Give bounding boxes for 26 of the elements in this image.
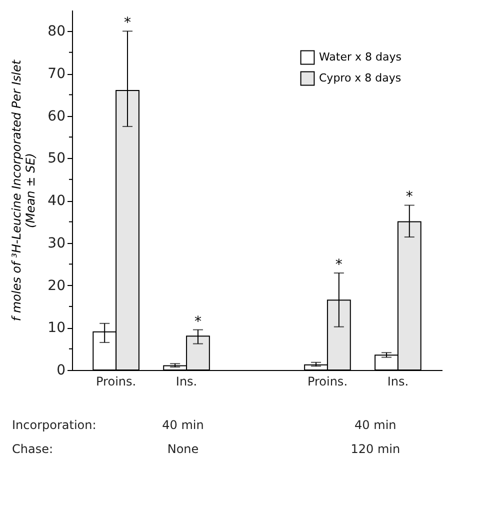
annotation: *	[335, 257, 342, 274]
text: 40 min	[162, 418, 204, 432]
text: None	[167, 442, 199, 456]
y-tick-label: 10	[48, 320, 66, 336]
y-tick-label: 80	[48, 24, 66, 40]
y-tick-label: 50	[48, 150, 66, 167]
text: 120 min	[350, 442, 400, 456]
legend-label: Water x 8 days	[319, 50, 402, 64]
x-tick-label: Proins.	[96, 374, 136, 388]
legend-label: Cypro x 8 days	[319, 72, 402, 84]
y-tick-label: 60	[48, 108, 66, 124]
text: 40 min	[354, 418, 396, 432]
y-tick-label: 40	[48, 193, 66, 210]
annotation: *	[194, 314, 202, 330]
annotation: *	[406, 189, 413, 206]
y-axis-title: f moles of ³H-Leucine Incorporated Per Islet (Mean ± SE)	[10, 58, 38, 322]
text: Chase:	[12, 442, 54, 456]
x-tick-label: Ins.	[176, 374, 198, 388]
y-tick-label: 70	[48, 66, 66, 82]
y-tick-label: 30	[48, 235, 66, 252]
x-tick-label: Ins.	[387, 374, 409, 388]
y-tick-label: 0	[56, 362, 66, 378]
y-tick-label: 20	[48, 278, 66, 294]
annotation: *	[124, 15, 131, 32]
text: Incorporation:	[12, 418, 96, 432]
x-tick-label: Proins.	[307, 374, 348, 388]
